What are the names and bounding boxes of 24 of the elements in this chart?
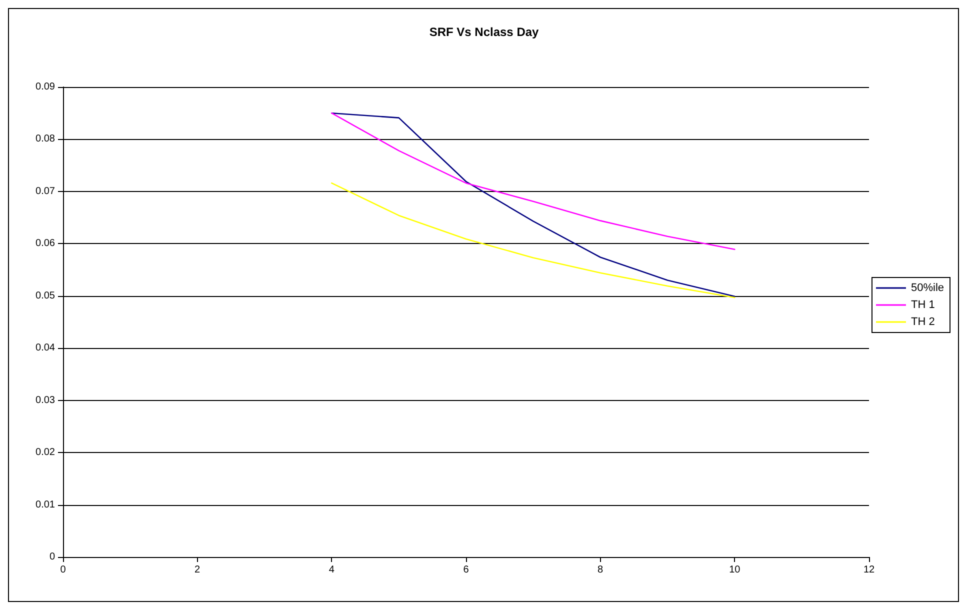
y-tick-label: 0.02 (36, 447, 56, 458)
y-tick-label: 0.03 (36, 394, 56, 406)
legend-label: TH 2 (910, 316, 935, 328)
y-tick-label: 0.07 (36, 186, 56, 197)
legend-label: 50%ile (910, 282, 944, 294)
y-tick-label: 0.01 (36, 499, 56, 510)
x-tick-label: 8 (598, 564, 604, 576)
x-tick-label: 2 (194, 564, 201, 576)
x-tick-label: 10 (729, 564, 741, 576)
x-tick-label: 4 (328, 564, 335, 576)
y-tick-label: 0.09 (36, 82, 56, 92)
line-series (331, 182, 736, 298)
chart-title: SRF Vs Nclass Day (429, 25, 540, 39)
y-tick-label: 0.05 (36, 290, 56, 302)
x-tick-label: 6 (463, 564, 470, 576)
x-tick-label: 12 (863, 564, 875, 576)
y-tick-label: 0.04 (36, 342, 56, 354)
legend-label: TH 1 (910, 299, 935, 311)
line-series (331, 112, 736, 250)
line-series (331, 112, 736, 298)
y-tick-label: 0.08 (36, 134, 56, 145)
x-tick-label: 0 (60, 564, 66, 576)
y-tick-label: 0 (49, 552, 56, 562)
y-tick-label: 0.06 (36, 238, 56, 250)
